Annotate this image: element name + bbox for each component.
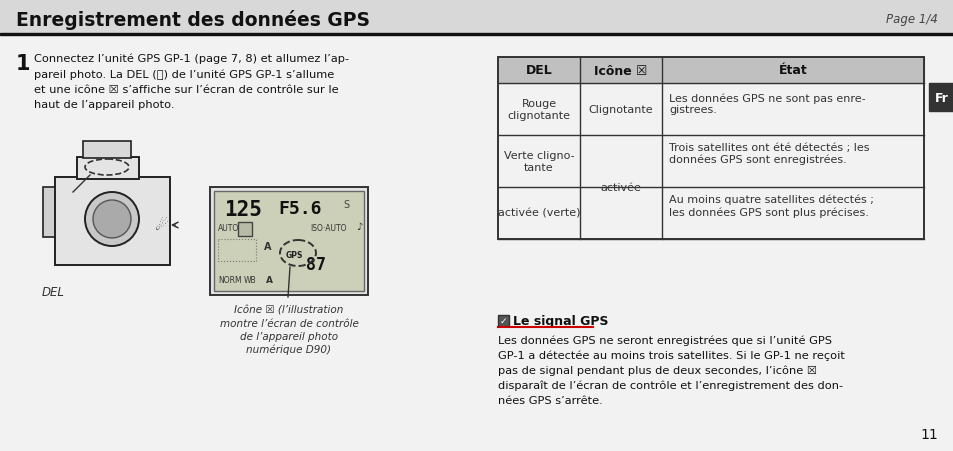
Text: État: État: [778, 64, 806, 77]
Bar: [213, 192, 364, 291]
Bar: [497, 58, 923, 239]
Text: nées GPS s’arrête.: nées GPS s’arrête.: [497, 395, 602, 405]
Text: Les données GPS ne sont pas enre-
gistrees.: Les données GPS ne sont pas enre- gistre…: [668, 93, 864, 115]
Text: Le signal GPS: Le signal GPS: [513, 314, 608, 327]
Bar: [43, 188, 57, 238]
Text: GP-1 a détectée au moins trois satellites. Si le GP-1 ne reçoit: GP-1 a détectée au moins trois satellite…: [497, 350, 844, 361]
Text: 87: 87: [306, 255, 326, 273]
Text: haut de l’appareil photo.: haut de l’appareil photo.: [34, 100, 174, 110]
Text: ✓: ✓: [499, 316, 507, 325]
Text: activée (verte): activée (verte): [497, 208, 579, 219]
Text: Icône ☒ (l’illustration: Icône ☒ (l’illustration: [234, 305, 343, 315]
Text: A: A: [264, 241, 272, 252]
Text: DEL: DEL: [525, 64, 552, 77]
Circle shape: [85, 193, 139, 246]
Text: WB: WB: [244, 276, 256, 285]
Text: montre l’écran de contrôle: montre l’écran de contrôle: [219, 318, 358, 328]
Bar: [497, 315, 509, 326]
Text: Au moins quatre satellites détectés ;
les données GPS sont plus précises.: Au moins quatre satellites détectés ; le…: [668, 194, 873, 217]
Text: F5.6: F5.6: [277, 199, 321, 217]
Bar: [497, 58, 923, 84]
Text: Verte cligno-
tante: Verte cligno- tante: [503, 151, 574, 172]
Text: NORM: NORM: [218, 276, 241, 285]
Text: Connectez l’unité GPS GP-1 (page 7, 8) et allumez l’ap-: Connectez l’unité GPS GP-1 (page 7, 8) e…: [34, 54, 349, 64]
Text: GPS: GPS: [285, 251, 302, 260]
Text: ☄: ☄: [154, 218, 169, 233]
Text: DEL: DEL: [42, 285, 65, 299]
Text: et une icône ☒ s’affiche sur l’écran de contrôle sur le: et une icône ☒ s’affiche sur l’écran de …: [34, 85, 338, 95]
Bar: [0, 34, 953, 36]
Text: 11: 11: [920, 427, 937, 441]
Text: activée: activée: [600, 183, 640, 193]
Bar: [928, 84, 953, 112]
Text: AUTO: AUTO: [218, 224, 239, 232]
Text: Fr: Fr: [934, 91, 947, 104]
Text: disparaît de l’écran de contrôle et l’enregistrement des don-: disparaît de l’écran de contrôle et l’en…: [497, 380, 842, 391]
Bar: [55, 178, 170, 265]
Text: Rouge
clignotante: Rouge clignotante: [507, 99, 570, 120]
Text: 1: 1: [16, 54, 30, 74]
Bar: [210, 188, 368, 295]
Text: 125: 125: [224, 199, 262, 220]
Circle shape: [92, 201, 131, 239]
Text: Icône ☒: Icône ☒: [594, 64, 647, 77]
Text: Page 1/4: Page 1/4: [885, 14, 937, 27]
Bar: [0, 0, 953, 36]
Bar: [83, 142, 131, 159]
Text: S: S: [343, 199, 349, 210]
Bar: [218, 239, 255, 262]
Text: pareil photo. La DEL (ⓘ) de l’unité GPS GP-1 s’allume: pareil photo. La DEL (ⓘ) de l’unité GPS …: [34, 69, 334, 80]
Text: Trois satellites ont été détectés ; les
données GPS sont enregistrées.: Trois satellites ont été détectés ; les …: [668, 143, 868, 165]
Text: ISO·AUTO: ISO·AUTO: [310, 224, 346, 232]
Text: Clignotante: Clignotante: [588, 105, 653, 115]
Text: Enregistrement des données GPS: Enregistrement des données GPS: [16, 10, 370, 30]
Text: Les données GPS ne seront enregistrées que si l’unité GPS: Les données GPS ne seront enregistrées q…: [497, 335, 831, 346]
Text: ♪: ♪: [355, 221, 362, 231]
Text: A: A: [266, 276, 273, 285]
Text: pas de signal pendant plus de deux secondes, l’icône ☒: pas de signal pendant plus de deux secon…: [497, 365, 817, 376]
Text: de l’appareil photo: de l’appareil photo: [240, 331, 337, 341]
Bar: [237, 222, 252, 236]
Bar: [77, 158, 139, 179]
Text: numérique D90): numérique D90): [246, 344, 331, 355]
